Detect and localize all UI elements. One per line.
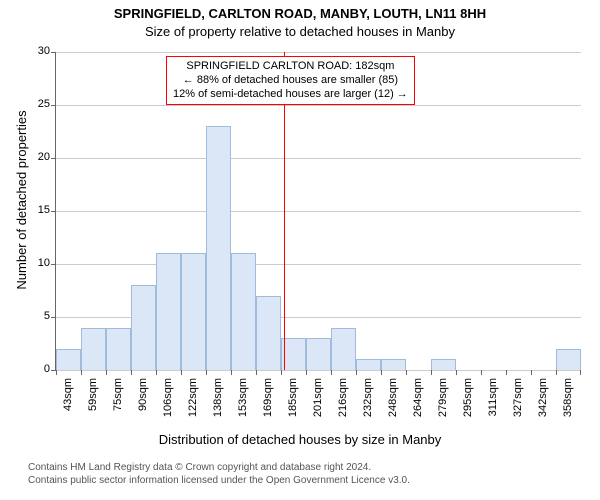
y-tick-label: 15 bbox=[26, 204, 50, 216]
x-tick-mark bbox=[456, 370, 457, 375]
x-tick-label: 138sqm bbox=[212, 378, 224, 428]
x-tick-mark bbox=[81, 370, 82, 375]
x-tick-mark bbox=[306, 370, 307, 375]
grid-line bbox=[56, 370, 581, 371]
x-tick-mark bbox=[206, 370, 207, 375]
x-tick-label: 264sqm bbox=[412, 378, 424, 428]
histogram-bar bbox=[331, 328, 356, 370]
histogram-bar bbox=[156, 253, 181, 370]
x-tick-label: 342sqm bbox=[537, 378, 549, 428]
footer-line-1: Contains HM Land Registry data © Crown c… bbox=[28, 462, 410, 475]
x-tick-mark bbox=[406, 370, 407, 375]
x-tick-mark bbox=[580, 370, 581, 375]
x-tick-mark bbox=[381, 370, 382, 375]
y-tick-mark bbox=[51, 105, 56, 106]
x-tick-label: 358sqm bbox=[562, 378, 574, 428]
x-tick-mark bbox=[556, 370, 557, 375]
annotation-line: SPRINGFIELD CARLTON ROAD: 182sqm bbox=[173, 60, 408, 74]
x-tick-mark bbox=[506, 370, 507, 375]
x-tick-label: 106sqm bbox=[162, 378, 174, 428]
histogram-bar bbox=[131, 285, 156, 370]
grid-line bbox=[56, 158, 581, 159]
y-tick-mark bbox=[51, 264, 56, 265]
x-tick-label: 248sqm bbox=[387, 378, 399, 428]
y-tick-label: 25 bbox=[26, 98, 50, 110]
y-tick-mark bbox=[51, 317, 56, 318]
main-title: SPRINGFIELD, CARLTON ROAD, MANBY, LOUTH,… bbox=[0, 6, 600, 21]
histogram-bar bbox=[381, 359, 406, 370]
x-tick-mark bbox=[106, 370, 107, 375]
x-tick-mark bbox=[281, 370, 282, 375]
x-tick-mark bbox=[56, 370, 57, 375]
x-tick-mark bbox=[131, 370, 132, 375]
y-tick-label: 10 bbox=[26, 257, 50, 269]
x-tick-label: 153sqm bbox=[237, 378, 249, 428]
x-tick-label: 90sqm bbox=[137, 378, 149, 428]
histogram-bar bbox=[306, 338, 331, 370]
x-tick-label: 327sqm bbox=[512, 378, 524, 428]
x-tick-label: 122sqm bbox=[187, 378, 199, 428]
x-tick-label: 279sqm bbox=[437, 378, 449, 428]
y-tick-label: 5 bbox=[26, 310, 50, 322]
histogram-bar bbox=[231, 253, 256, 370]
y-tick-label: 20 bbox=[26, 151, 50, 163]
y-tick-label: 30 bbox=[26, 45, 50, 57]
x-tick-mark bbox=[531, 370, 532, 375]
x-tick-label: 201sqm bbox=[312, 378, 324, 428]
x-tick-label: 232sqm bbox=[362, 378, 374, 428]
grid-line bbox=[56, 211, 581, 212]
x-tick-label: 311sqm bbox=[487, 378, 499, 428]
x-tick-mark bbox=[356, 370, 357, 375]
grid-line bbox=[56, 52, 581, 53]
annotation-line: 12% of semi-detached houses are larger (… bbox=[173, 88, 408, 102]
annotation-line: ← 88% of detached houses are smaller (85… bbox=[173, 74, 408, 88]
attribution-footer: Contains HM Land Registry data © Crown c… bbox=[28, 462, 410, 487]
x-tick-label: 43sqm bbox=[62, 378, 74, 428]
histogram-bar bbox=[356, 359, 381, 370]
histogram-bar bbox=[256, 296, 281, 370]
histogram-bar bbox=[181, 253, 206, 370]
x-tick-label: 169sqm bbox=[262, 378, 274, 428]
x-tick-label: 216sqm bbox=[337, 378, 349, 428]
x-tick-mark bbox=[181, 370, 182, 375]
x-tick-mark bbox=[156, 370, 157, 375]
x-tick-mark bbox=[481, 370, 482, 375]
subtitle: Size of property relative to detached ho… bbox=[0, 24, 600, 39]
y-tick-mark bbox=[51, 52, 56, 53]
footer-line-2: Contains public sector information licen… bbox=[28, 475, 410, 488]
x-tick-mark bbox=[331, 370, 332, 375]
plot-area: 05101520253043sqm59sqm75sqm90sqm106sqm12… bbox=[55, 52, 581, 371]
x-tick-label: 295sqm bbox=[462, 378, 474, 428]
y-tick-mark bbox=[51, 211, 56, 212]
histogram-bar bbox=[106, 328, 131, 370]
x-axis-label: Distribution of detached houses by size … bbox=[0, 432, 600, 447]
x-tick-mark bbox=[231, 370, 232, 375]
histogram-bar bbox=[556, 349, 581, 370]
histogram-bar bbox=[206, 126, 231, 370]
x-tick-mark bbox=[431, 370, 432, 375]
x-tick-label: 59sqm bbox=[87, 378, 99, 428]
x-tick-label: 185sqm bbox=[287, 378, 299, 428]
histogram-bar bbox=[56, 349, 81, 370]
x-tick-mark bbox=[256, 370, 257, 375]
y-tick-label: 0 bbox=[26, 363, 50, 375]
histogram-bar bbox=[431, 359, 456, 370]
y-tick-mark bbox=[51, 158, 56, 159]
histogram-bar bbox=[81, 328, 106, 370]
x-tick-label: 75sqm bbox=[112, 378, 124, 428]
chart-container: SPRINGFIELD, CARLTON ROAD, MANBY, LOUTH,… bbox=[0, 0, 600, 500]
grid-line bbox=[56, 264, 581, 265]
annotation-box: SPRINGFIELD CARLTON ROAD: 182sqm← 88% of… bbox=[166, 56, 415, 105]
